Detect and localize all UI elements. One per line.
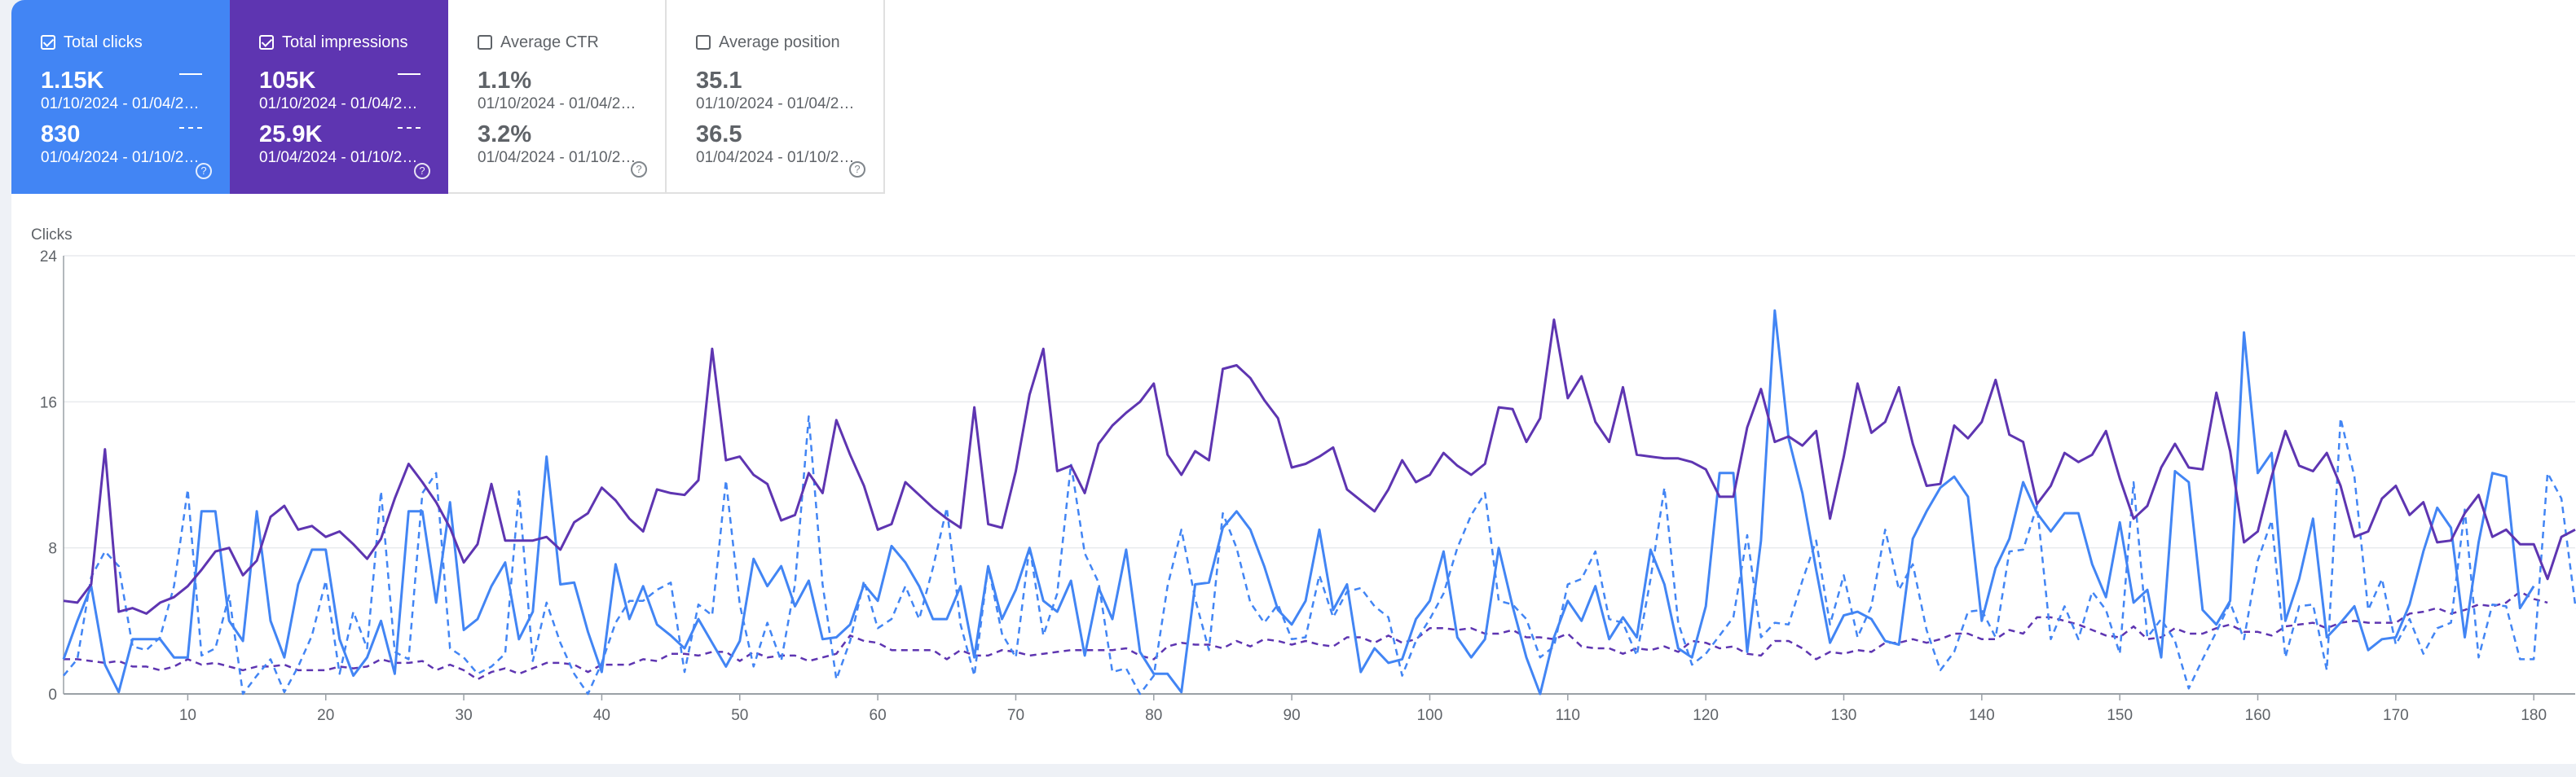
x-tick-label: 180	[2521, 707, 2547, 724]
x-tick-label: 140	[1969, 707, 1995, 724]
x-tick-label: 50	[731, 707, 748, 724]
checkbox-checked-icon[interactable]	[259, 35, 274, 50]
metric-card-average-position[interactable]: Average position 35.1 01/10/2024 - 01/04…	[667, 0, 885, 194]
chart-series	[62, 309, 2576, 696]
series-line-impressions	[63, 318, 2576, 615]
metric-label: Average position	[719, 33, 840, 51]
metric-value: 1.1%	[478, 68, 532, 94]
x-tick-label: 160	[2245, 707, 2271, 724]
series-line-impressions-compare	[64, 590, 2548, 681]
x-tick-label: 10	[179, 707, 196, 724]
y-tick-label: 8	[48, 541, 57, 558]
metric-label: Total impressions	[282, 33, 408, 51]
help-icon[interactable]: ?	[849, 161, 865, 178]
x-tick-label: 30	[456, 707, 473, 724]
series-line-clicks	[62, 309, 2535, 696]
metric-value: 105K	[259, 68, 316, 94]
chart-grid	[63, 255, 2575, 695]
x-tick-label: 70	[1007, 707, 1024, 724]
compare-value: 25.9K	[259, 121, 323, 147]
x-tick-label: 100	[1417, 707, 1443, 724]
x-tick-label: 60	[870, 707, 887, 724]
y-axis-ticks: 0 8 16 24	[40, 248, 58, 704]
help-icon[interactable]: ?	[414, 163, 430, 179]
x-tick-label: 120	[1693, 707, 1719, 724]
metric-label: Total clicks	[64, 33, 143, 51]
metric-card-total-clicks[interactable]: Total clicks 1.15K 01/10/2024 - 01/04/20…	[11, 0, 230, 194]
solid-line-legend-icon	[398, 73, 421, 75]
solid-line-legend-icon	[179, 73, 202, 75]
compare-value: 36.5	[696, 121, 742, 147]
y-tick-label: 24	[40, 248, 58, 266]
compare-value: 830	[41, 121, 81, 147]
x-tick-label: 110	[1556, 707, 1580, 724]
x-tick-label: 40	[593, 707, 610, 724]
performance-chart: Clicks 0 8 16 24 10 20 30 40 50 60 70 80 90 100 110 12…	[31, 226, 2576, 724]
metric-card-total-impressions[interactable]: Total impressions 105K 01/10/2024 - 01/0…	[230, 0, 448, 194]
x-axis-ticks: 10 20 30 40 50 60 70 80 90 100 110 120 130 140 150 160 1…	[179, 694, 2547, 724]
metric-card-average-ctr[interactable]: Average CTR 1.1% 01/10/2024 - 01/04/2025…	[448, 0, 667, 194]
y-tick-label: 0	[48, 687, 57, 704]
x-tick-label: 170	[2383, 707, 2409, 724]
x-tick-label: 90	[1284, 707, 1301, 724]
y-tick-label: 16	[40, 394, 57, 411]
y-axis-label: Clicks	[31, 226, 73, 244]
help-icon[interactable]: ?	[196, 163, 212, 179]
dashed-line-legend-icon	[398, 127, 421, 129]
checkbox-unchecked-icon[interactable]	[696, 35, 711, 50]
x-tick-label: 80	[1145, 707, 1162, 724]
x-tick-label: 150	[2107, 707, 2133, 724]
dashed-line-legend-icon	[179, 127, 202, 129]
checkbox-checked-icon[interactable]	[41, 35, 55, 50]
metric-value: 1.15K	[41, 68, 104, 94]
performance-panel: Total clicks 1.15K 01/10/2024 - 01/04/20…	[11, 0, 2576, 764]
metric-cards: Total clicks 1.15K 01/10/2024 - 01/04/20…	[11, 0, 885, 194]
metric-label: Average CTR	[500, 33, 599, 51]
help-icon[interactable]: ?	[631, 161, 647, 178]
metric-value: 35.1	[696, 68, 742, 94]
x-tick-label: 130	[1831, 707, 1857, 724]
checkbox-unchecked-icon[interactable]	[478, 35, 492, 50]
x-tick-label: 20	[317, 707, 334, 724]
compare-value: 3.2%	[478, 121, 532, 147]
series-line-clicks-compare	[63, 415, 2576, 696]
